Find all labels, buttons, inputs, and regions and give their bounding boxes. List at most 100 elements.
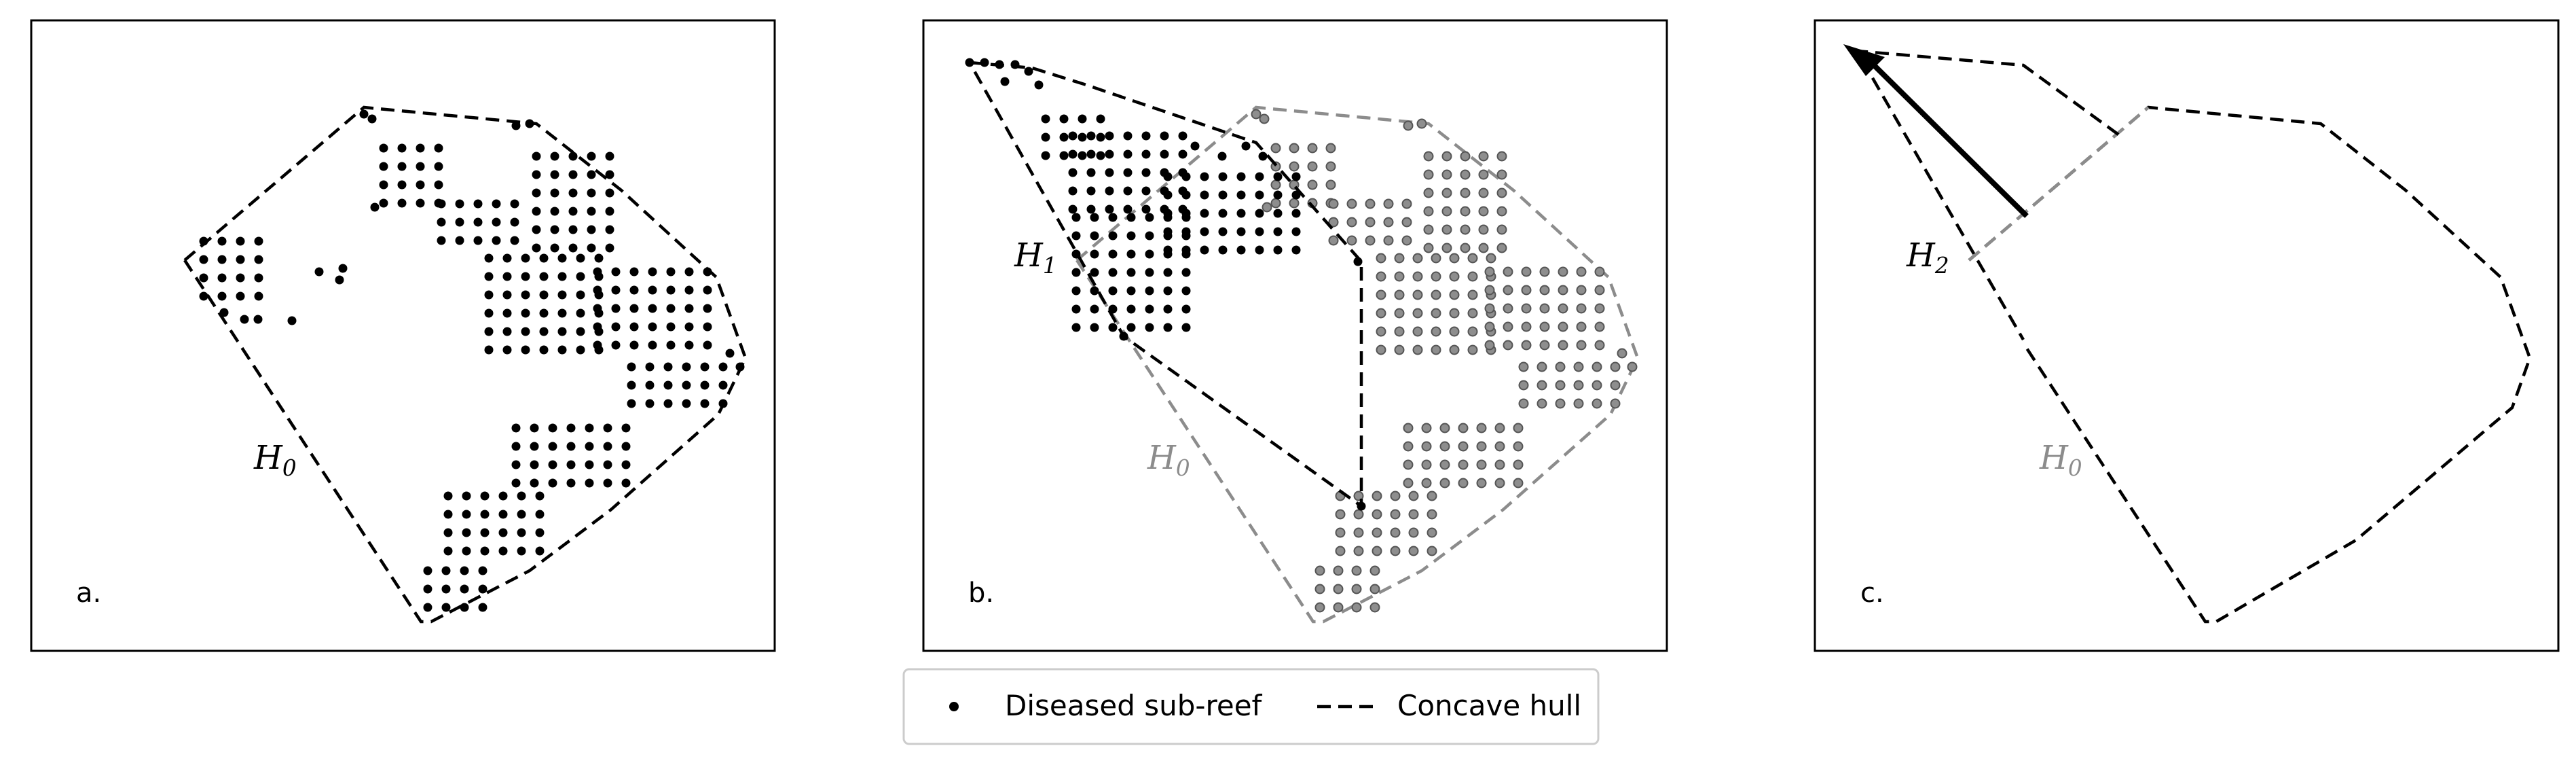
diseased-sub-reef-point [1449, 326, 1460, 337]
diseased-sub-reef-point [568, 170, 578, 179]
diseased-sub-reef-point [1259, 113, 1270, 124]
diseased-sub-reef-point [1458, 423, 1469, 433]
diseased-sub-reef-point [1478, 151, 1489, 162]
diseased-sub-reef-point [460, 566, 469, 575]
diseased-sub-reef-point [1478, 188, 1489, 198]
diseased-sub-reef-point [217, 255, 227, 264]
diseased-sub-reef-point [1423, 169, 1434, 180]
diseased-sub-reef-point [1431, 308, 1441, 319]
diseased-sub-reef-point [478, 603, 487, 612]
diseased-sub-reef-point [1141, 204, 1151, 214]
diseased-sub-reef-point [462, 491, 471, 501]
diseased-sub-reef-point [1200, 190, 1209, 200]
diseased-sub-reef-point [1218, 227, 1228, 236]
diseased-sub-reef-point [1200, 227, 1209, 236]
diseased-sub-reef-point [629, 285, 639, 295]
diseased-sub-reef-point [1181, 245, 1191, 255]
diseased-sub-reef-point [1494, 441, 1505, 452]
diseased-sub-reef-point [539, 345, 549, 355]
diseased-sub-reef-point [557, 308, 567, 318]
diseased-sub-reef-point [648, 304, 657, 313]
diseased-sub-reef-point [1258, 152, 1268, 161]
diseased-sub-reef-point [1353, 546, 1364, 556]
diseased-sub-reef-point [236, 291, 245, 301]
diseased-sub-reef-point [511, 442, 521, 451]
diseased-sub-reef-point [703, 340, 712, 350]
diseased-sub-reef-point [1539, 340, 1550, 351]
diseased-sub-reef-point [338, 264, 348, 273]
diseased-sub-reef-point [532, 170, 541, 179]
diseased-sub-reef-point [1328, 198, 1339, 209]
diseased-sub-reef-point [254, 273, 263, 283]
diseased-sub-reef-point [568, 243, 578, 253]
diseased-sub-reef-point [648, 267, 657, 277]
diseased-sub-reef-point [1086, 168, 1096, 177]
diseased-sub-reef-point [492, 199, 501, 209]
diseased-sub-reef-point [1160, 149, 1169, 159]
diseased-sub-reef-point [1289, 143, 1300, 154]
diseased-sub-reef-point [455, 199, 464, 209]
diseased-sub-reef-point [379, 180, 388, 190]
diseased-sub-reef-point [1163, 286, 1173, 296]
diseased-sub-reef-point [1390, 546, 1401, 556]
diseased-sub-reef-point [1518, 361, 1529, 372]
diseased-sub-reef-point [1123, 149, 1133, 159]
diseased-sub-reef-point [1408, 509, 1419, 520]
diseased-sub-reef-point [1513, 441, 1524, 452]
diseased-sub-reef-point [648, 322, 657, 332]
diseased-sub-reef-point [535, 528, 545, 537]
diseased-sub-reef-point [484, 345, 494, 355]
diseased-sub-reef-point [1096, 132, 1105, 142]
diseased-sub-reef-point [1376, 253, 1386, 264]
diseased-sub-reef-point [1394, 289, 1405, 300]
diseased-sub-reef-point [1325, 143, 1336, 154]
diseased-sub-reef-point [611, 267, 621, 277]
diseased-sub-reef-point [684, 267, 694, 277]
diseased-sub-reef-point [1610, 398, 1621, 409]
diseased-sub-reef-point [1423, 243, 1434, 253]
diseased-sub-reef-point [535, 510, 545, 519]
diseased-sub-reef-point [666, 285, 676, 295]
diseased-sub-reef-point [1423, 224, 1434, 235]
diseased-sub-reef-point [1537, 361, 1547, 372]
diseased-sub-reef-point [1449, 308, 1460, 319]
diseased-sub-reef-point [1163, 323, 1173, 332]
diseased-sub-reef-point [1521, 266, 1532, 277]
diseased-sub-reef-point [611, 304, 621, 313]
diseased-sub-reef-point [548, 478, 557, 488]
diseased-sub-reef-point [1163, 190, 1173, 200]
diseased-sub-reef-point [1273, 245, 1283, 255]
diseased-sub-reef-point [1460, 224, 1471, 235]
diseased-sub-reef-point [1273, 209, 1283, 218]
diseased-sub-reef-point [1369, 602, 1380, 613]
diseased-sub-reef-point [1181, 304, 1191, 314]
diseased-sub-reef-point [1408, 491, 1419, 501]
diseased-sub-reef-point [1078, 151, 1087, 160]
diseased-sub-reef-point [1555, 380, 1566, 391]
diseased-sub-reef-point [1071, 323, 1081, 332]
diseased-sub-reef-point [1467, 326, 1478, 337]
diseased-sub-reef-point [498, 546, 508, 556]
diseased-sub-reef-point [1401, 235, 1412, 246]
diseased-sub-reef-point [1178, 149, 1188, 159]
diseased-sub-reef-point [1496, 224, 1507, 235]
diseased-sub-reef-point [1376, 271, 1386, 282]
panel-c-frame [1814, 19, 2560, 652]
diseased-sub-reef-point [629, 322, 639, 332]
diseased-sub-reef-point [473, 199, 483, 209]
diseased-sub-reef-point [1163, 227, 1173, 236]
diseased-sub-reef-point [535, 546, 545, 556]
diseased-sub-reef-point [1041, 151, 1050, 160]
diseased-sub-reef-point [539, 327, 549, 336]
diseased-sub-reef-point [1218, 172, 1228, 181]
diseased-sub-reef-point [502, 327, 512, 336]
diseased-sub-reef-point [1289, 198, 1300, 209]
diseased-sub-reef-point [1449, 289, 1460, 300]
diseased-sub-reef-point [593, 304, 602, 313]
diseased-sub-reef-point [1496, 206, 1507, 217]
diseased-sub-reef-point [1427, 527, 1437, 538]
diseased-sub-reef-point [441, 584, 451, 594]
diseased-sub-reef-point [1090, 268, 1099, 277]
diseased-sub-reef-point [1291, 172, 1301, 181]
diseased-sub-reef-point [1372, 527, 1382, 538]
